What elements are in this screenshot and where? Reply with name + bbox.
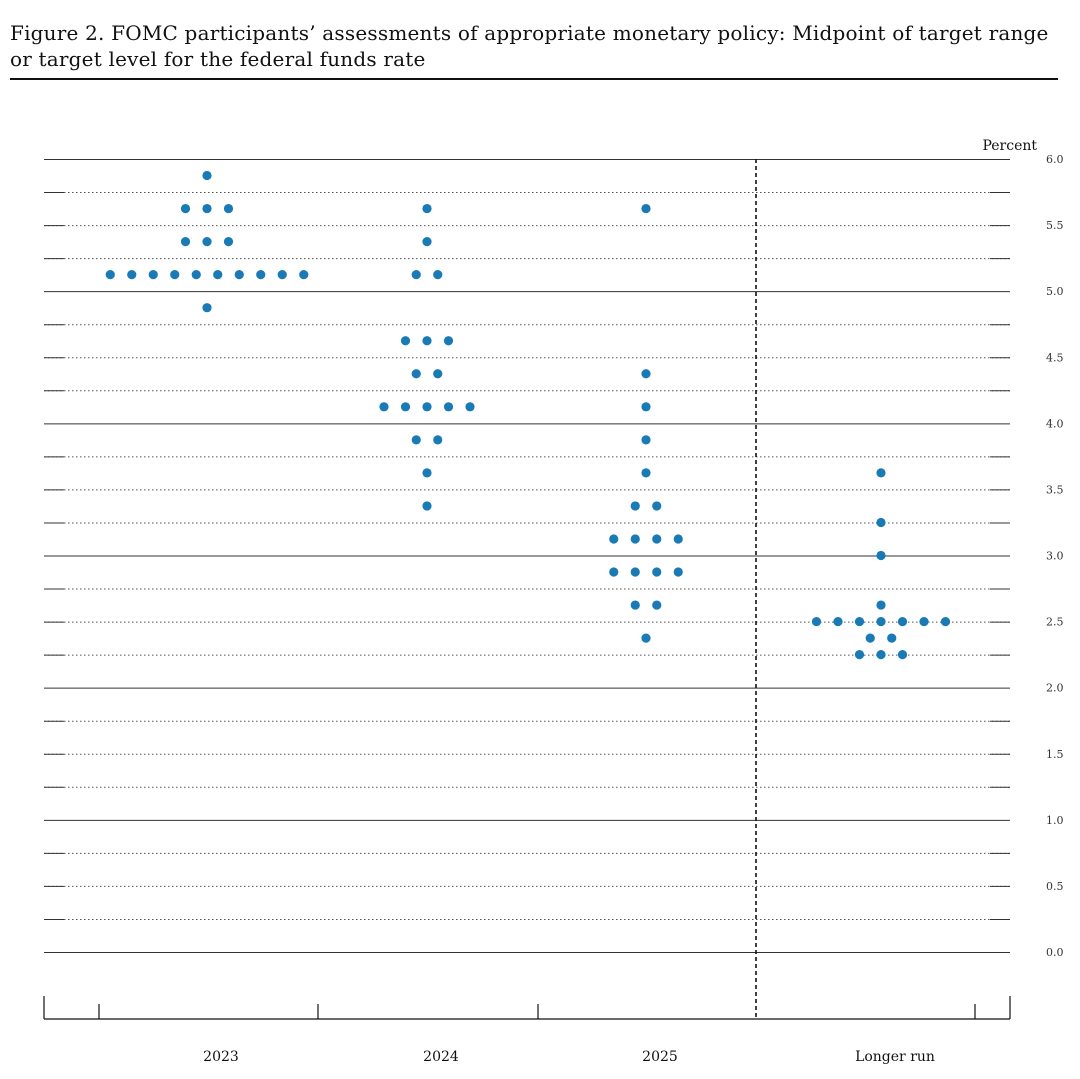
grid-lines: [44, 159, 1010, 953]
projection-dot: [833, 616, 843, 627]
projection-dot: [652, 534, 662, 544]
x-category-label: 2025: [642, 1049, 678, 1065]
y-tick-label: 3.5: [1046, 483, 1064, 496]
projection-dot: [876, 517, 886, 528]
projection-dot: [379, 402, 389, 412]
projection-dot: [277, 270, 287, 280]
projection-dot: [652, 600, 662, 610]
projection-dot: [422, 468, 432, 478]
projection-dot: [630, 567, 640, 577]
projection-dot: [609, 567, 619, 577]
y-tick-label: 4.0: [1046, 417, 1064, 430]
x-category-label: 2023: [203, 1049, 239, 1065]
projection-dot: [213, 270, 223, 280]
projection-dot: [223, 237, 234, 247]
projection-dot: [148, 270, 158, 280]
projection-dot: [105, 270, 115, 280]
y-tick-label: 4.5: [1046, 351, 1064, 364]
projection-dot: [443, 402, 454, 412]
y-tick-label: 1.0: [1046, 814, 1064, 827]
projection-dot: [652, 567, 662, 577]
projection-dot: [256, 270, 266, 280]
x-axis: 2023 2024 2025 Longer run: [43, 159, 1011, 1065]
y-tick-label: 0.5: [1046, 880, 1064, 893]
projection-dot: [919, 616, 929, 627]
projection-dot: [202, 303, 212, 313]
y-tick-label: 5.0: [1046, 285, 1064, 298]
projection-dot: [854, 650, 865, 660]
projection-dot: [234, 270, 244, 280]
projection-dot: [422, 237, 432, 247]
projection-dot: [641, 402, 651, 412]
projection-dot: [180, 237, 191, 247]
projection-dot: [811, 616, 822, 627]
projection-dot: [180, 203, 191, 214]
y-tick-label: 6.0: [1046, 153, 1064, 166]
projection-dot: [400, 336, 411, 346]
figure-title: Figure 2. FOMC participants’ assessments…: [10, 21, 1049, 71]
y-tick-label: 2.5: [1046, 616, 1064, 629]
projection-dot: [876, 650, 886, 660]
projection-dot: [400, 402, 411, 412]
y-tick-label: 0.0: [1046, 946, 1064, 959]
projection-dot: [411, 270, 421, 280]
y-tick-label: 1.5: [1046, 748, 1064, 761]
projection-dots: [105, 170, 951, 660]
projection-dot: [422, 501, 432, 511]
y-tick-label: 2.0: [1046, 682, 1064, 695]
x-category-label: 2024: [423, 1049, 459, 1065]
projection-dot: [876, 550, 886, 561]
projection-dot: [641, 369, 651, 379]
y-tick-label: 3.0: [1046, 550, 1064, 563]
projection-dot: [673, 567, 683, 577]
projection-dot: [854, 616, 865, 627]
projection-dot: [170, 270, 180, 280]
projection-dot: [630, 534, 640, 544]
projection-dot: [411, 435, 421, 445]
y-tick-labels: 0.0 0.5 1.0 1.5 2.0 2.5 3.0 3.5 4.0 4.5 5.0 5.5 6.0: [1046, 153, 1064, 959]
projection-dot: [641, 633, 651, 643]
projection-dot: [641, 203, 651, 214]
projection-dot: [411, 369, 421, 379]
projection-dot: [897, 650, 908, 660]
projection-dot: [433, 270, 443, 280]
projection-dot: [422, 203, 432, 214]
projection-dot: [652, 501, 662, 511]
projection-dot: [443, 336, 454, 346]
projection-dot: [630, 501, 640, 511]
x-category-label: Longer run: [855, 1049, 935, 1065]
projection-dot: [127, 270, 137, 280]
projection-dot: [422, 402, 432, 412]
projection-dot: [465, 402, 475, 412]
projection-dot: [887, 633, 897, 643]
projection-dot: [609, 534, 619, 544]
projection-dot: [865, 633, 875, 643]
y-axis-unit-label: Percent: [982, 138, 1037, 154]
projection-dot: [641, 468, 651, 478]
projection-dot: [673, 534, 683, 544]
projection-dot: [876, 616, 886, 627]
projection-dot: [202, 237, 212, 247]
projection-dot: [630, 600, 640, 610]
projection-dot: [223, 203, 234, 214]
projection-dot: [299, 270, 309, 280]
projection-dot: [433, 435, 443, 445]
projection-dot: [202, 203, 212, 214]
projection-dot: [202, 170, 212, 181]
y-tick-label: 5.5: [1046, 219, 1064, 232]
projection-dot: [641, 435, 651, 445]
projection-dot: [940, 616, 951, 627]
projection-dot: [433, 369, 443, 379]
projection-dot: [897, 616, 908, 627]
projection-dot: [876, 600, 886, 610]
projection-dot: [422, 336, 432, 346]
title-rule: [10, 78, 1058, 80]
projection-dot: [191, 270, 201, 280]
projection-dot: [876, 468, 886, 478]
